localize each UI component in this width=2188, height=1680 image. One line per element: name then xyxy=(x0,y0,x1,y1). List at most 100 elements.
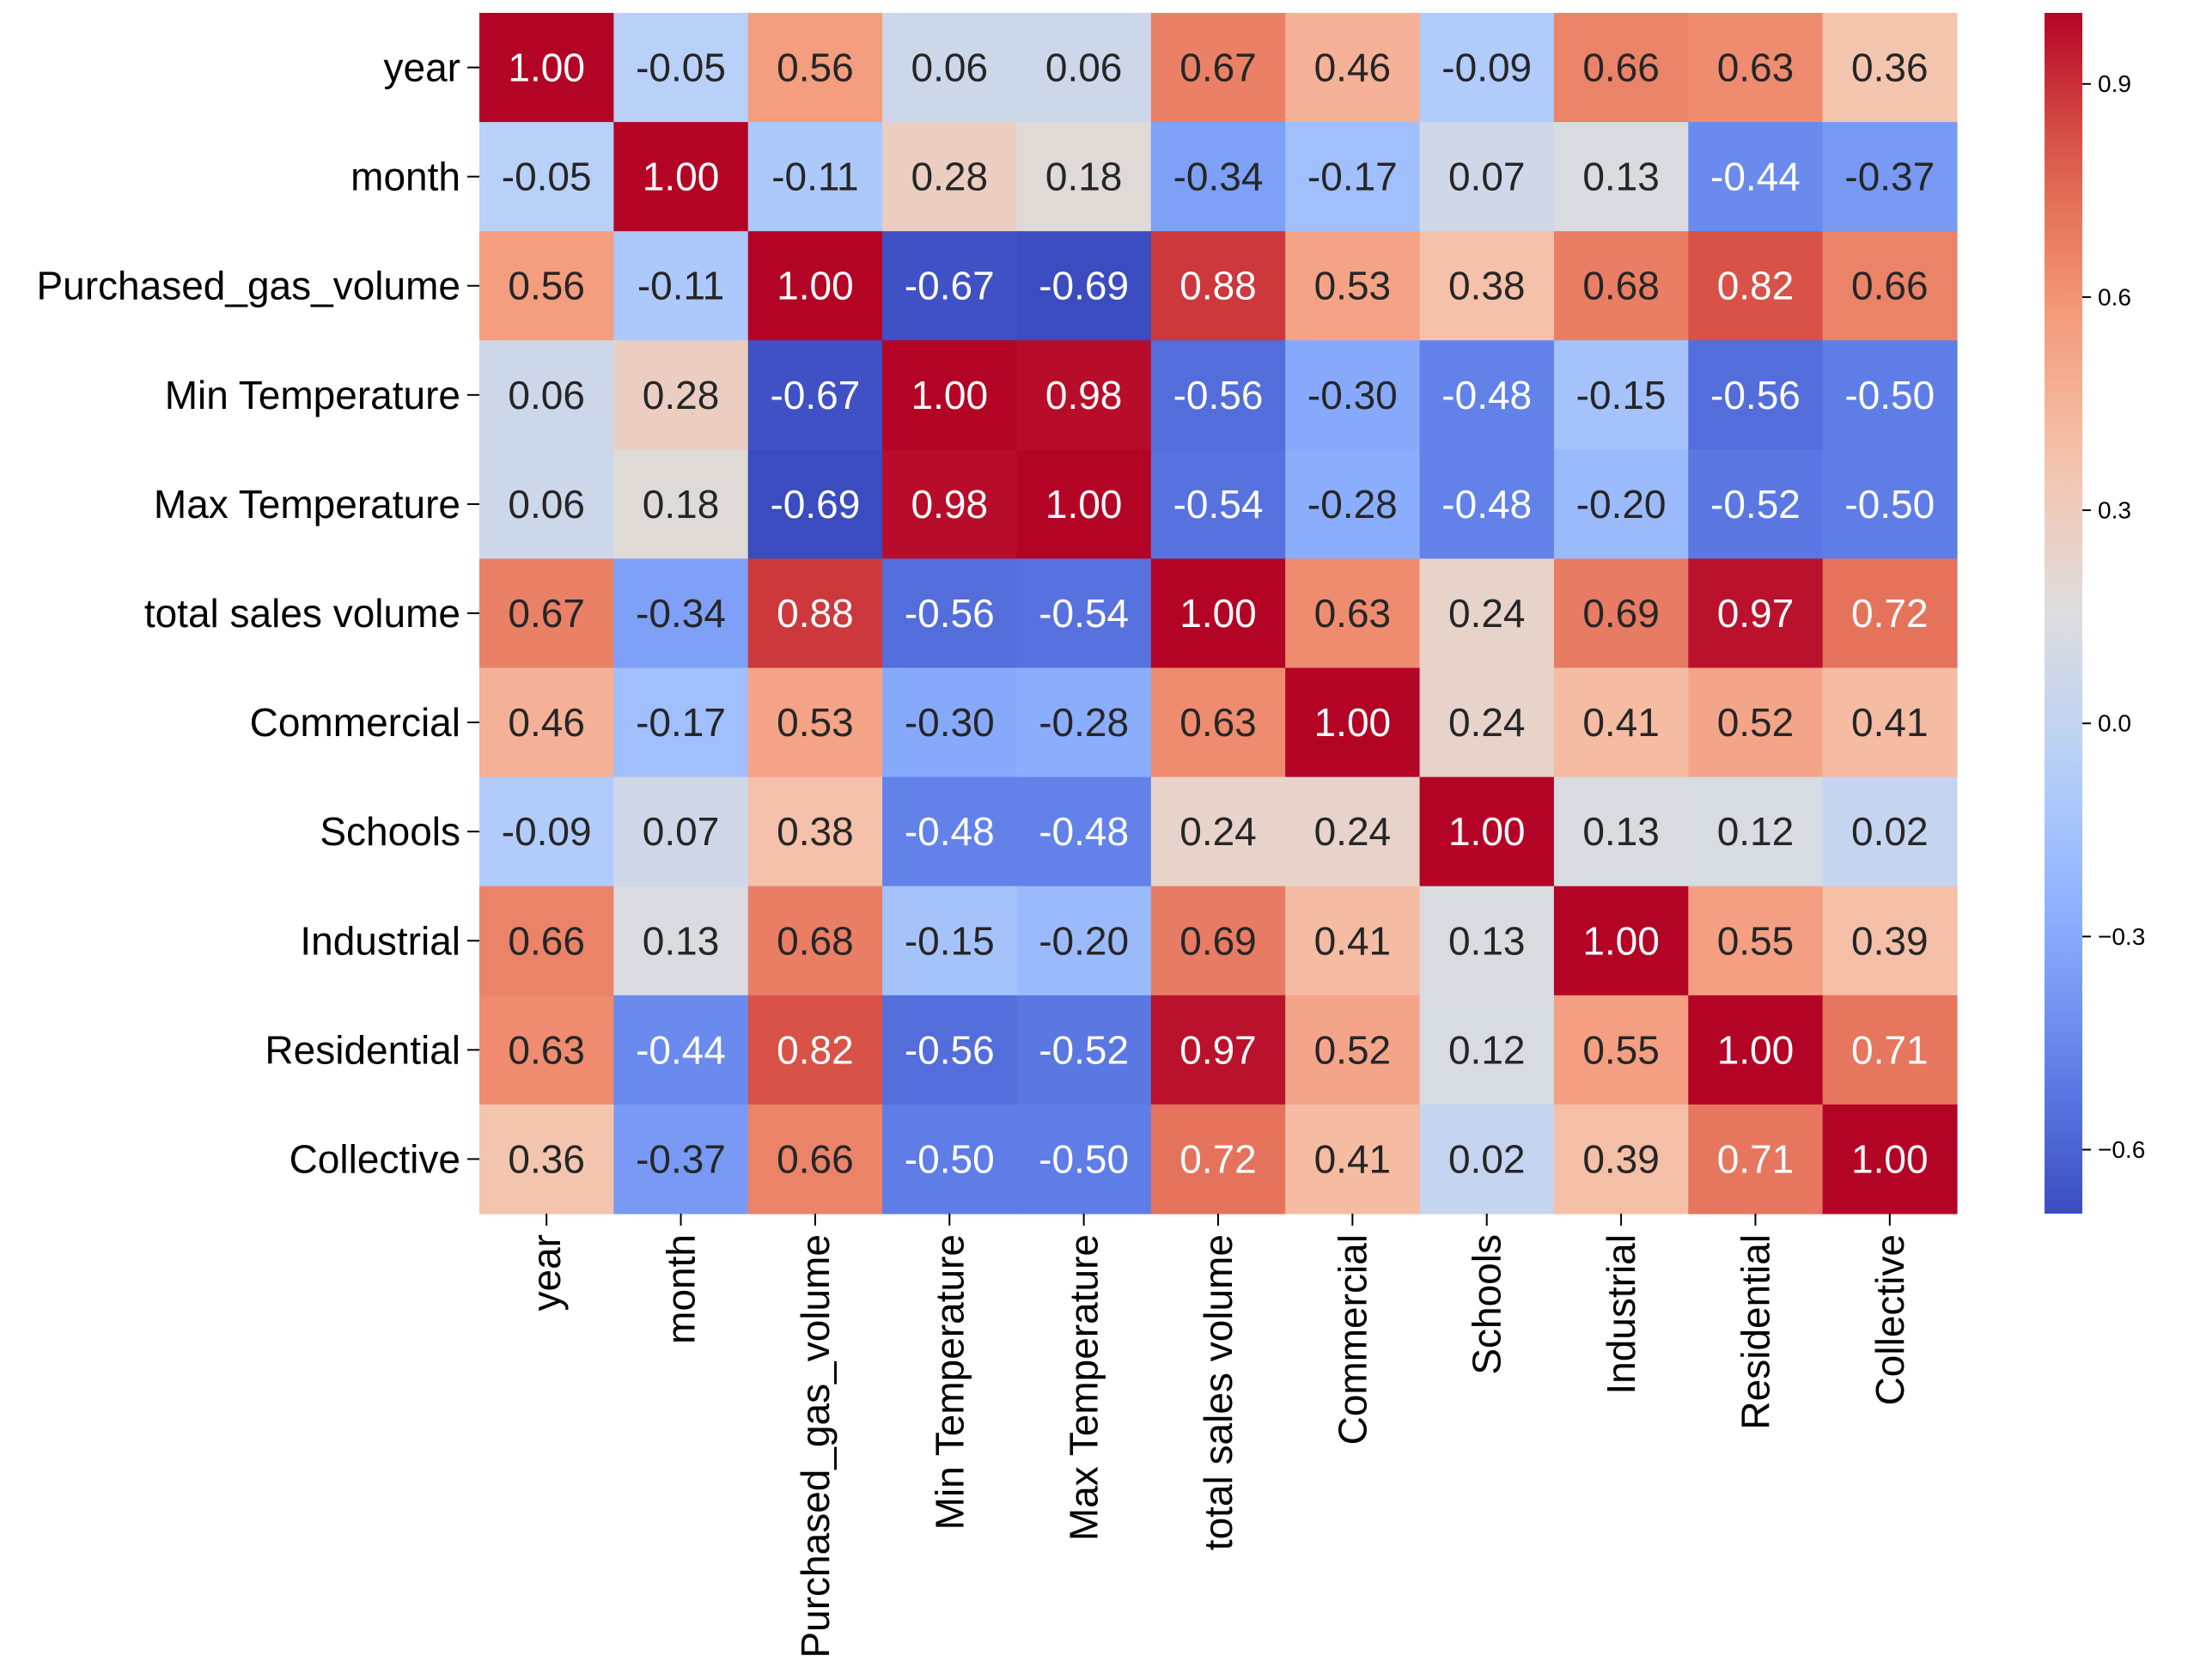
cell-value-label: -0.05 xyxy=(502,155,592,199)
heatmap-cell xyxy=(479,558,614,669)
cell-value-label: 0.97 xyxy=(1179,1027,1257,1072)
heatmap-cell xyxy=(747,231,883,341)
cell-value-label: -0.69 xyxy=(1039,264,1129,308)
cell-value-label: 0.72 xyxy=(1851,591,1929,636)
cell-value-label: 0.68 xyxy=(777,918,854,963)
colorbar-tick-label: 0.0 xyxy=(2098,710,2131,737)
cell-value-label: 0.69 xyxy=(1179,918,1257,963)
cell-value-label: -0.44 xyxy=(1710,155,1801,199)
cell-value-label: 0.63 xyxy=(1314,591,1392,636)
heatmap-cell xyxy=(1016,340,1152,450)
cell-value-label: -0.52 xyxy=(1039,1027,1129,1072)
heatmap-cell xyxy=(1688,995,1824,1105)
cell-value-label: 0.07 xyxy=(643,809,720,854)
heatmap-cell xyxy=(1419,13,1555,123)
cell-value-label: -0.15 xyxy=(905,918,995,963)
heatmap-cell xyxy=(1285,558,1421,669)
cell-value-label: 1.00 xyxy=(1582,918,1660,963)
cell-value-label: 0.18 xyxy=(1045,155,1123,199)
cell-value-label: 0.71 xyxy=(1717,1136,1795,1181)
heatmap-cell xyxy=(1016,886,1152,996)
cell-value-label: -0.54 xyxy=(1173,482,1264,527)
row-tick-label: Residential xyxy=(265,1027,460,1072)
row-tick-label: year xyxy=(384,46,460,90)
cell-value-label: 0.66 xyxy=(777,1136,854,1181)
cell-value-label: 0.71 xyxy=(1851,1027,1929,1072)
cell-value-label: 0.82 xyxy=(777,1027,854,1072)
cell-value-label: 0.56 xyxy=(508,264,585,308)
heatmap-cell xyxy=(1419,995,1555,1105)
cell-value-label: 0.36 xyxy=(508,1136,585,1181)
heatmap-cell xyxy=(1285,13,1421,123)
heatmap-cell xyxy=(479,449,614,560)
row-tick-label: Max Temperature xyxy=(154,482,460,527)
heatmap-cell xyxy=(1016,558,1152,669)
heatmap-cell xyxy=(613,340,749,450)
column-tick-label: total sales volume xyxy=(1196,1234,1240,1550)
cell-value-label: 0.06 xyxy=(508,482,585,527)
cell-value-label: -0.50 xyxy=(1844,482,1935,527)
heatmap-cell xyxy=(1016,776,1152,887)
cell-value-label: -0.28 xyxy=(1307,482,1398,527)
heatmap-cell xyxy=(1150,13,1286,123)
cell-value-label: -0.17 xyxy=(1307,155,1398,199)
cell-value-label: -0.30 xyxy=(1307,373,1398,417)
heatmap-cell xyxy=(1688,558,1824,669)
heatmap-cell xyxy=(1822,13,1958,123)
heatmap-cell xyxy=(1688,886,1824,996)
cell-value-label: 0.55 xyxy=(1582,1027,1660,1072)
cell-value-label: 0.52 xyxy=(1717,700,1795,745)
heatmap-cells xyxy=(479,13,1958,1214)
heatmap-cell xyxy=(882,1104,1018,1214)
cell-value-label: -0.56 xyxy=(905,1027,995,1072)
cell-value-label: 0.12 xyxy=(1717,809,1795,854)
heatmap-cell xyxy=(1016,449,1152,560)
heatmap-cell xyxy=(1285,122,1421,232)
colorbar-tick-label: 0.3 xyxy=(2098,497,2131,524)
cell-value-label: -0.56 xyxy=(905,591,995,636)
heatmap-cell xyxy=(1285,776,1421,887)
cell-value-label: 1.00 xyxy=(777,264,854,308)
heatmap-cell xyxy=(479,667,614,778)
heatmap-cell xyxy=(1822,667,1958,778)
cell-value-label: 0.52 xyxy=(1314,1027,1392,1072)
cell-value-label: 0.13 xyxy=(1582,155,1660,199)
cell-value-label: 0.13 xyxy=(1448,918,1526,963)
heatmap-cell xyxy=(882,667,1018,778)
cell-value-label: 0.13 xyxy=(643,918,720,963)
heatmap-cell xyxy=(1822,231,1958,341)
column-tick-label: Schools xyxy=(1465,1234,1509,1375)
cell-value-label: 1.00 xyxy=(911,373,989,417)
column-tick-label: Commercial xyxy=(1330,1234,1374,1445)
column-tick-label: Min Temperature xyxy=(927,1234,972,1530)
cell-value-label: 0.24 xyxy=(1448,591,1526,636)
heatmap-cell xyxy=(1553,449,1689,560)
heatmap-cell xyxy=(1419,886,1555,996)
heatmap-cell xyxy=(1419,776,1555,887)
column-tick-label: year xyxy=(524,1234,569,1311)
cell-value-label: -0.11 xyxy=(637,264,724,308)
heatmap-cell xyxy=(1553,558,1689,669)
heatmap-cell xyxy=(1419,558,1555,669)
cell-value-label: -0.52 xyxy=(1710,482,1801,527)
heatmap-cell xyxy=(882,231,1018,341)
heatmap-cell xyxy=(1688,13,1824,123)
cell-value-label: 0.72 xyxy=(1179,1136,1257,1181)
colorbar-tick-label: 0.6 xyxy=(2098,283,2131,310)
heatmap-cell xyxy=(1822,1104,1958,1214)
heatmap-cell xyxy=(1150,776,1286,887)
cell-value-label: 0.28 xyxy=(911,155,989,199)
heatmap-cell xyxy=(1553,1104,1689,1214)
cell-value-label: 0.02 xyxy=(1851,809,1929,854)
cell-value-label: -0.69 xyxy=(770,482,860,527)
cell-value-label: 1.00 xyxy=(1851,1136,1929,1181)
cell-value-label: -0.05 xyxy=(636,46,726,90)
heatmap-cell xyxy=(613,231,749,341)
heatmap-cell xyxy=(747,1104,883,1214)
heatmap-cell xyxy=(1822,122,1958,232)
heatmap-cell xyxy=(613,995,749,1105)
heatmap-cell xyxy=(1822,776,1958,887)
cell-value-label: 0.88 xyxy=(777,591,854,636)
heatmap-cell xyxy=(882,449,1018,560)
